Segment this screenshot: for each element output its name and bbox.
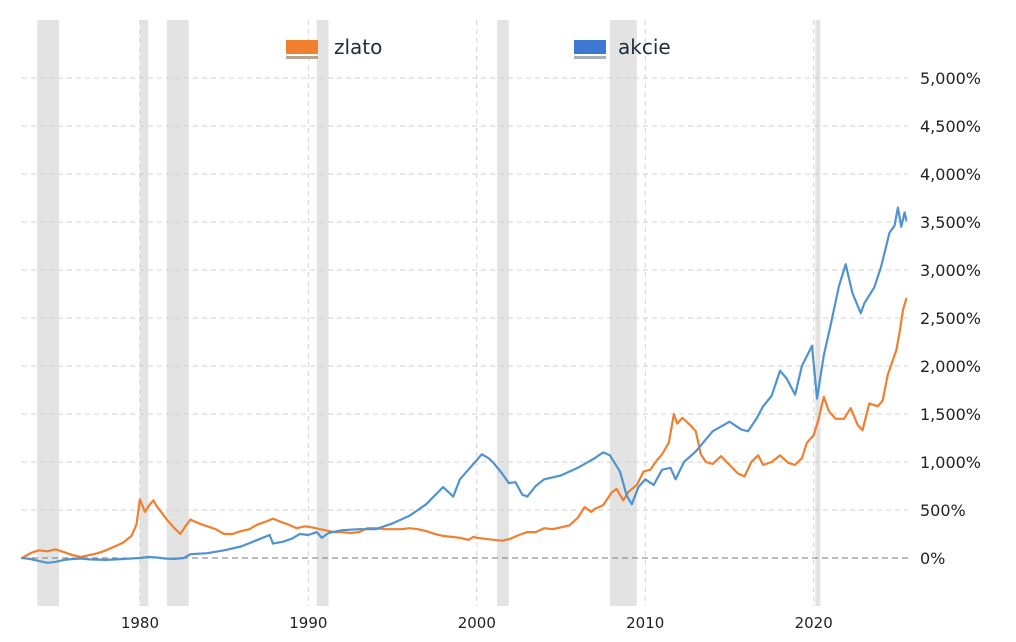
- legend-swatch-akcie: [574, 40, 606, 54]
- legend-item-zlato[interactable]: zlato: [286, 35, 382, 59]
- legend-label-akcie: akcie: [618, 35, 671, 59]
- legend-swatch-zlato: [286, 40, 318, 54]
- legend-label-zlato: zlato: [334, 35, 382, 59]
- y-tick-label: 4,000%: [920, 165, 981, 184]
- y-tick-label: 1,500%: [920, 405, 981, 424]
- series-line-akcie: [20, 206, 908, 564]
- legend-swatch-zlato-underline: [286, 56, 318, 59]
- grid-lines: [22, 20, 908, 606]
- series-lines: [20, 206, 908, 564]
- series-line-zlato: [20, 297, 908, 560]
- legend-swatch-akcie-underline: [574, 56, 606, 59]
- recession-band: [316, 20, 329, 606]
- y-tick-label: 500%: [920, 501, 966, 520]
- y-tick-label: 5,000%: [920, 69, 981, 88]
- y-tick-label: 2,500%: [920, 309, 981, 328]
- recession-band: [37, 20, 60, 606]
- recession-band: [609, 20, 637, 606]
- y-axis-tick-labels: 0% 500% 1,000% 1,500% 2,000% 2,500% 3,000% 3,50…: [920, 69, 981, 568]
- y-tick-label: 4,500%: [920, 117, 981, 136]
- y-tick-label: 1,000%: [920, 453, 981, 472]
- y-tick-label: 3,500%: [920, 213, 981, 232]
- legend-item-akcie[interactable]: akcie: [574, 35, 671, 59]
- recession-band: [166, 20, 189, 606]
- y-tick-label: 2,000%: [920, 357, 981, 376]
- x-tick-label: 2020: [795, 614, 833, 632]
- y-tick-label: 0%: [920, 549, 945, 568]
- y-tick-label: 3,000%: [920, 261, 981, 280]
- recession-band: [497, 20, 509, 606]
- recession-band: [815, 20, 821, 606]
- recession-bands: [37, 20, 821, 606]
- x-axis-tick-labels: 1980 1990 2000 2010 2020: [121, 614, 833, 632]
- legend: zlato akcie: [286, 35, 671, 59]
- x-tick-label: 2000: [458, 614, 496, 632]
- x-tick-label: 1990: [289, 614, 327, 632]
- x-tick-label: 2010: [626, 614, 664, 632]
- recession-band: [139, 20, 149, 606]
- x-tick-label: 1980: [121, 614, 159, 632]
